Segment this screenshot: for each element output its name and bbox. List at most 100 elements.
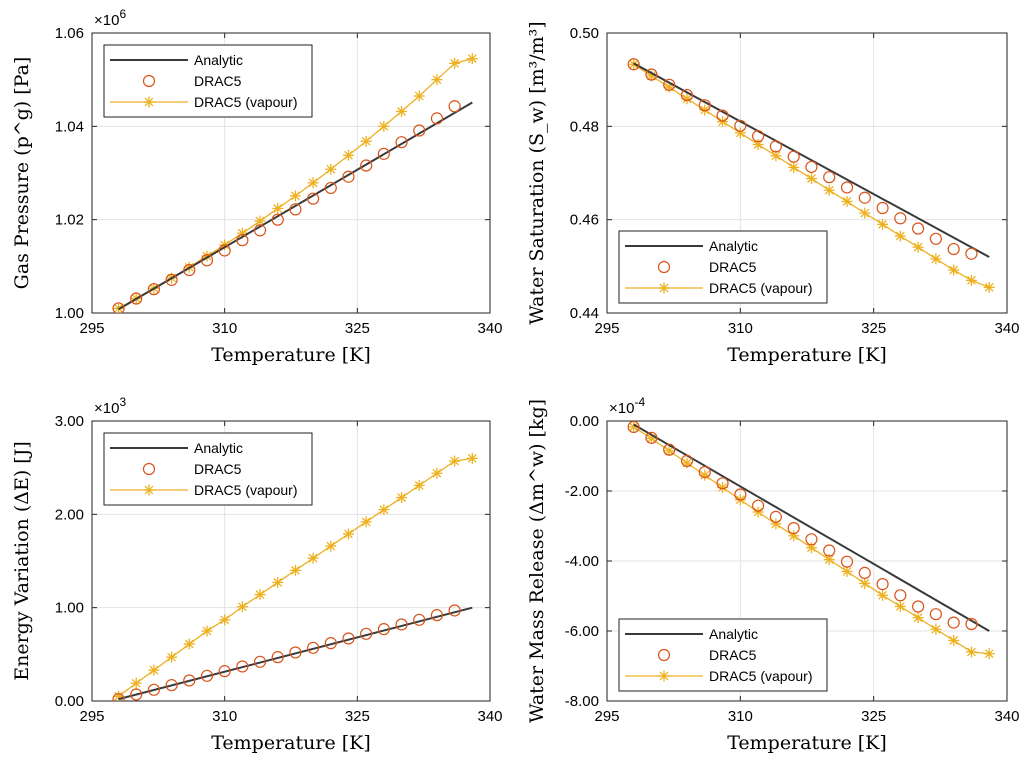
data-point-vapour	[699, 469, 711, 481]
chart-panel-3: 295 310 325 340 0.00 1.00 2.00 3.00 ×103 Temperat…	[11, 395, 503, 754]
data-point-vapour	[307, 177, 319, 189]
data-point-drac5	[342, 170, 355, 183]
star-stroke	[220, 615, 230, 625]
data-point-drac5	[805, 160, 818, 174]
star-stroke	[149, 665, 159, 675]
y-tick-label: -2.00	[565, 483, 599, 500]
star-stroke	[789, 162, 799, 172]
data-point-vapour	[113, 690, 125, 701]
legend-marker-vapour	[658, 670, 670, 682]
star-stroke	[184, 639, 194, 649]
data-point-drac5	[787, 521, 800, 535]
data-point-vapour	[466, 53, 478, 65]
series-group	[112, 452, 478, 701]
star-stroke	[753, 507, 763, 517]
data-point-drac5	[360, 159, 373, 172]
data-point-drac5	[787, 150, 800, 163]
legend-label: DRAC5	[194, 461, 242, 477]
star-stroke	[167, 652, 177, 662]
data-point-drac5	[716, 109, 729, 122]
data-point-drac5	[430, 609, 444, 622]
legend-marker-drac5	[657, 648, 671, 662]
data-point-drac5	[645, 431, 658, 444]
x-tick-label: 310	[212, 708, 237, 725]
data-point-drac5	[307, 641, 320, 654]
data-point-drac5	[360, 627, 373, 640]
data-point-drac5	[253, 655, 267, 668]
legend-label: DRAC5 (vapour)	[709, 280, 812, 296]
data-point-vapour	[894, 230, 906, 242]
star-stroke	[344, 529, 353, 539]
data-point-drac5	[769, 510, 782, 524]
y-tick-label: 0.48	[570, 118, 599, 135]
y-tick-label: -8.00	[565, 693, 599, 710]
y-tick-label: -6.00	[565, 623, 599, 640]
data-point-vapour	[378, 504, 390, 516]
x-tick-label: 295	[594, 320, 619, 337]
data-point-drac5	[894, 589, 907, 602]
data-point-vapour	[449, 57, 461, 69]
x-tick-label: 310	[212, 320, 237, 337]
data-point-vapour	[965, 274, 977, 286]
star-stroke	[931, 624, 941, 634]
star-stroke	[629, 422, 639, 432]
data-point-vapour	[965, 646, 977, 658]
data-point-vapour	[788, 161, 800, 173]
star-stroke	[753, 140, 763, 149]
data-point-drac5	[377, 623, 390, 636]
x-tick-label: 310	[728, 320, 753, 337]
y-tick-label: 0.50	[570, 25, 599, 42]
data-point-vapour	[378, 120, 390, 132]
x-tick-label: 295	[79, 708, 104, 725]
y-axis-label: Water Mass Release (Δm^w) [kg]	[526, 399, 548, 723]
legend-box	[103, 44, 313, 118]
axis-multiplier: ×106	[94, 7, 126, 29]
star-stroke	[842, 567, 852, 576]
data-point-vapour	[148, 664, 160, 676]
y-tick-label: 0.00	[570, 413, 599, 430]
legend-box	[618, 618, 828, 692]
data-point-drac5	[876, 577, 889, 591]
star-stroke	[237, 602, 247, 612]
data-point-drac5	[894, 212, 907, 225]
data-point-drac5	[130, 292, 143, 305]
data-point-vapour	[236, 601, 248, 613]
data-point-drac5	[858, 566, 871, 580]
legend-label: Analytic	[709, 238, 758, 254]
data-point-drac5	[627, 58, 640, 71]
star-stroke	[450, 456, 460, 466]
legend: Analytic DRAC5 DRAC5 (vapour)	[618, 618, 828, 692]
star-stroke	[326, 541, 336, 551]
data-point-vapour	[413, 479, 425, 491]
data-point-vapour	[342, 528, 354, 540]
data-point-drac5	[112, 693, 125, 701]
star-stroke	[824, 555, 834, 565]
star-stroke	[682, 94, 692, 104]
x-tick-label: 325	[861, 320, 886, 337]
star-stroke	[913, 613, 923, 623]
star-stroke	[202, 626, 212, 636]
axis-multiplier: ×10-4	[609, 395, 645, 417]
data-point-vapour	[219, 614, 231, 626]
legend: Analytic DRAC5 DRAC5 (vapour)	[103, 432, 313, 506]
chart-panel-1: 295 310 325 340 1.00 1.02 1.04 1.06 ×106 Temperat…	[11, 7, 503, 366]
data-point-drac5	[324, 637, 337, 650]
star-stroke	[913, 242, 923, 252]
data-point-vapour	[130, 677, 142, 689]
data-point-drac5	[448, 604, 461, 617]
data-point-vapour	[289, 190, 301, 202]
star-stroke	[949, 636, 959, 645]
data-point-drac5	[147, 283, 161, 296]
data-point-drac5	[912, 600, 925, 613]
data-point-drac5	[965, 247, 978, 260]
star-stroke	[414, 480, 424, 490]
y-tick-label: 0.00	[55, 693, 84, 710]
legend-label: DRAC5 (vapour)	[194, 482, 297, 498]
data-point-drac5	[840, 555, 854, 568]
star-stroke	[255, 590, 265, 600]
data-point-drac5	[183, 674, 196, 687]
star-stroke	[361, 136, 371, 146]
star-stroke	[308, 553, 318, 563]
data-point-vapour	[859, 577, 871, 589]
star-stroke	[361, 517, 371, 527]
